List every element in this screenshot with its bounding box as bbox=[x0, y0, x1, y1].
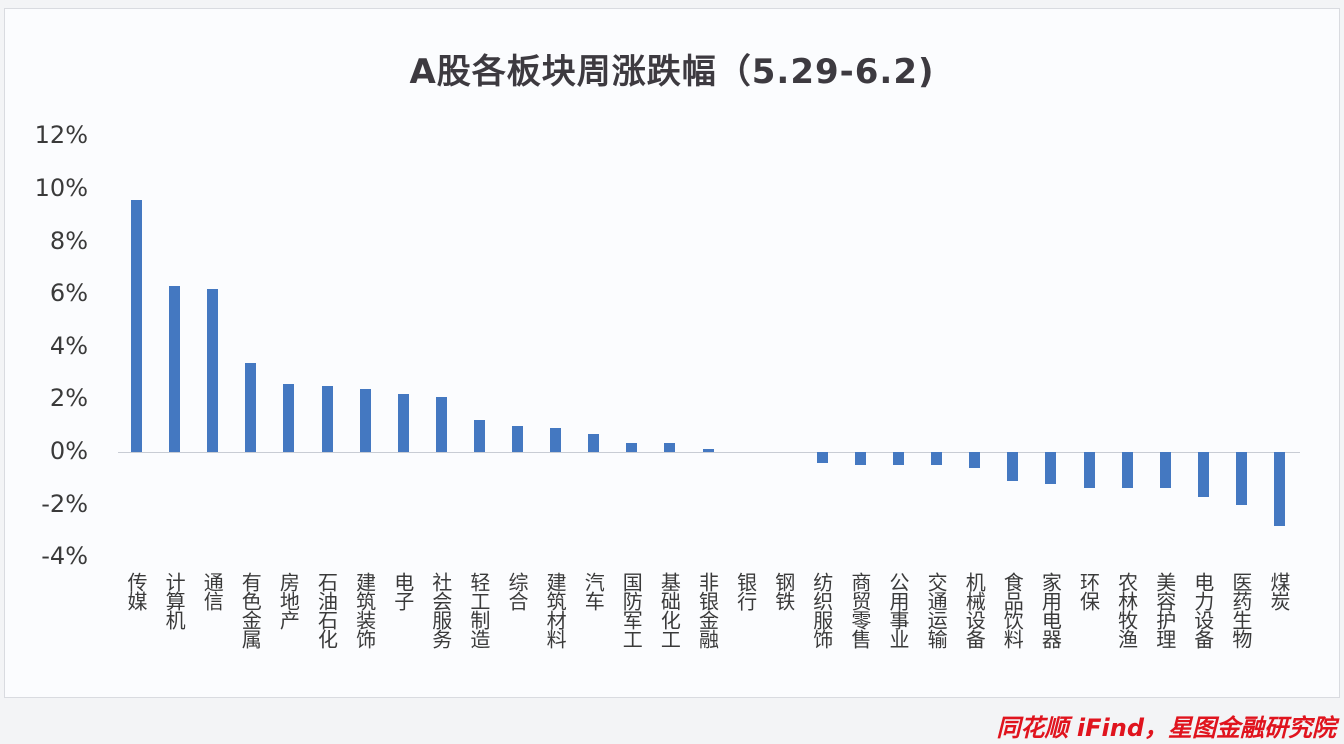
x-tick-label: 基础化工 bbox=[657, 572, 682, 648]
chart-title: A股各板块周涨跌幅（5.29-6.2) bbox=[409, 52, 935, 92]
bar bbox=[397, 394, 409, 452]
x-tick-label: 家用电器 bbox=[1038, 572, 1063, 648]
x-tick-label: 公用事业 bbox=[886, 572, 910, 648]
bar bbox=[1083, 452, 1095, 488]
x-tick-label: 国防军工 bbox=[619, 572, 644, 648]
y-tick-label: 10% bbox=[34, 174, 88, 202]
bar bbox=[245, 362, 257, 452]
chart-frame bbox=[4, 8, 1340, 698]
bar bbox=[931, 452, 943, 466]
bar bbox=[626, 442, 638, 452]
x-tick-label: 机械设备 bbox=[962, 572, 987, 648]
x-tick-label: 房地产 bbox=[276, 572, 301, 629]
x-tick-label: 商贸零售 bbox=[847, 572, 872, 648]
y-tick-label: 12% bbox=[34, 121, 88, 150]
x-tick-label: 汽车 bbox=[581, 572, 606, 610]
bar bbox=[512, 425, 523, 452]
x-tick-label: 电力设备 bbox=[1190, 572, 1215, 648]
y-tick-label: 4% bbox=[49, 331, 88, 360]
x-tick-label: 食品饮料 bbox=[1000, 572, 1025, 648]
bar bbox=[854, 452, 866, 466]
bar bbox=[588, 433, 600, 452]
x-tick-label: 计算机 bbox=[162, 572, 187, 629]
x-tick-label: 美容护理 bbox=[1152, 572, 1177, 648]
bar bbox=[131, 199, 142, 452]
x-tick-label: 综合 bbox=[505, 572, 529, 610]
bar bbox=[550, 428, 562, 452]
x-tick-label: 建筑材料 bbox=[543, 572, 568, 648]
bar bbox=[1045, 452, 1057, 484]
bar bbox=[664, 442, 676, 452]
bar bbox=[1159, 452, 1171, 488]
y-tick-label: -4% bbox=[41, 542, 88, 571]
y-tick-label: 8% bbox=[49, 226, 88, 255]
x-tick-label: 钢铁 bbox=[771, 572, 796, 610]
bar bbox=[1274, 452, 1285, 526]
x-tick-label: 轻工制造 bbox=[466, 572, 491, 648]
zero-baseline bbox=[118, 452, 1300, 453]
x-tick-label: 煤炭 bbox=[1267, 572, 1291, 610]
x-tick-label: 交通运输 bbox=[924, 572, 949, 648]
x-tick-label: 建筑装饰 bbox=[352, 572, 377, 648]
x-tick-label: 非银金融 bbox=[695, 572, 720, 648]
bar bbox=[321, 386, 333, 452]
bar bbox=[359, 388, 371, 452]
bar bbox=[473, 420, 485, 452]
bar bbox=[893, 452, 904, 466]
bar bbox=[1197, 452, 1209, 497]
x-tick-label: 电子 bbox=[390, 572, 415, 610]
bar bbox=[1121, 452, 1133, 488]
y-tick-label: 6% bbox=[49, 279, 88, 308]
x-tick-label: 纺织服饰 bbox=[809, 572, 834, 648]
x-tick-label: 农林牧渔 bbox=[1114, 572, 1139, 648]
y-tick-label: 2% bbox=[49, 384, 88, 413]
x-tick-label: 有色金属 bbox=[238, 572, 263, 648]
bar bbox=[169, 286, 181, 452]
bar bbox=[969, 452, 981, 468]
bar bbox=[816, 452, 828, 463]
x-tick-label: 社会服务 bbox=[428, 572, 453, 648]
bar bbox=[207, 288, 219, 452]
bar bbox=[283, 383, 295, 452]
x-tick-label: 石油石化 bbox=[314, 572, 339, 648]
bar bbox=[1235, 452, 1247, 505]
y-tick-label: -2% bbox=[41, 489, 88, 518]
y-tick-label: 0% bbox=[49, 437, 88, 465]
x-tick-label: 环保 bbox=[1076, 572, 1101, 610]
bar bbox=[435, 396, 447, 452]
x-tick-label: 银行 bbox=[733, 572, 758, 610]
bar bbox=[1007, 452, 1019, 481]
x-tick-label: 通信 bbox=[200, 572, 225, 610]
x-tick-label: 传媒 bbox=[124, 572, 148, 610]
source-credit: 同花顺 iFind，星图金融研究院 bbox=[996, 714, 1336, 742]
x-tick-label: 医药生物 bbox=[1228, 572, 1253, 648]
bar bbox=[702, 448, 714, 452]
